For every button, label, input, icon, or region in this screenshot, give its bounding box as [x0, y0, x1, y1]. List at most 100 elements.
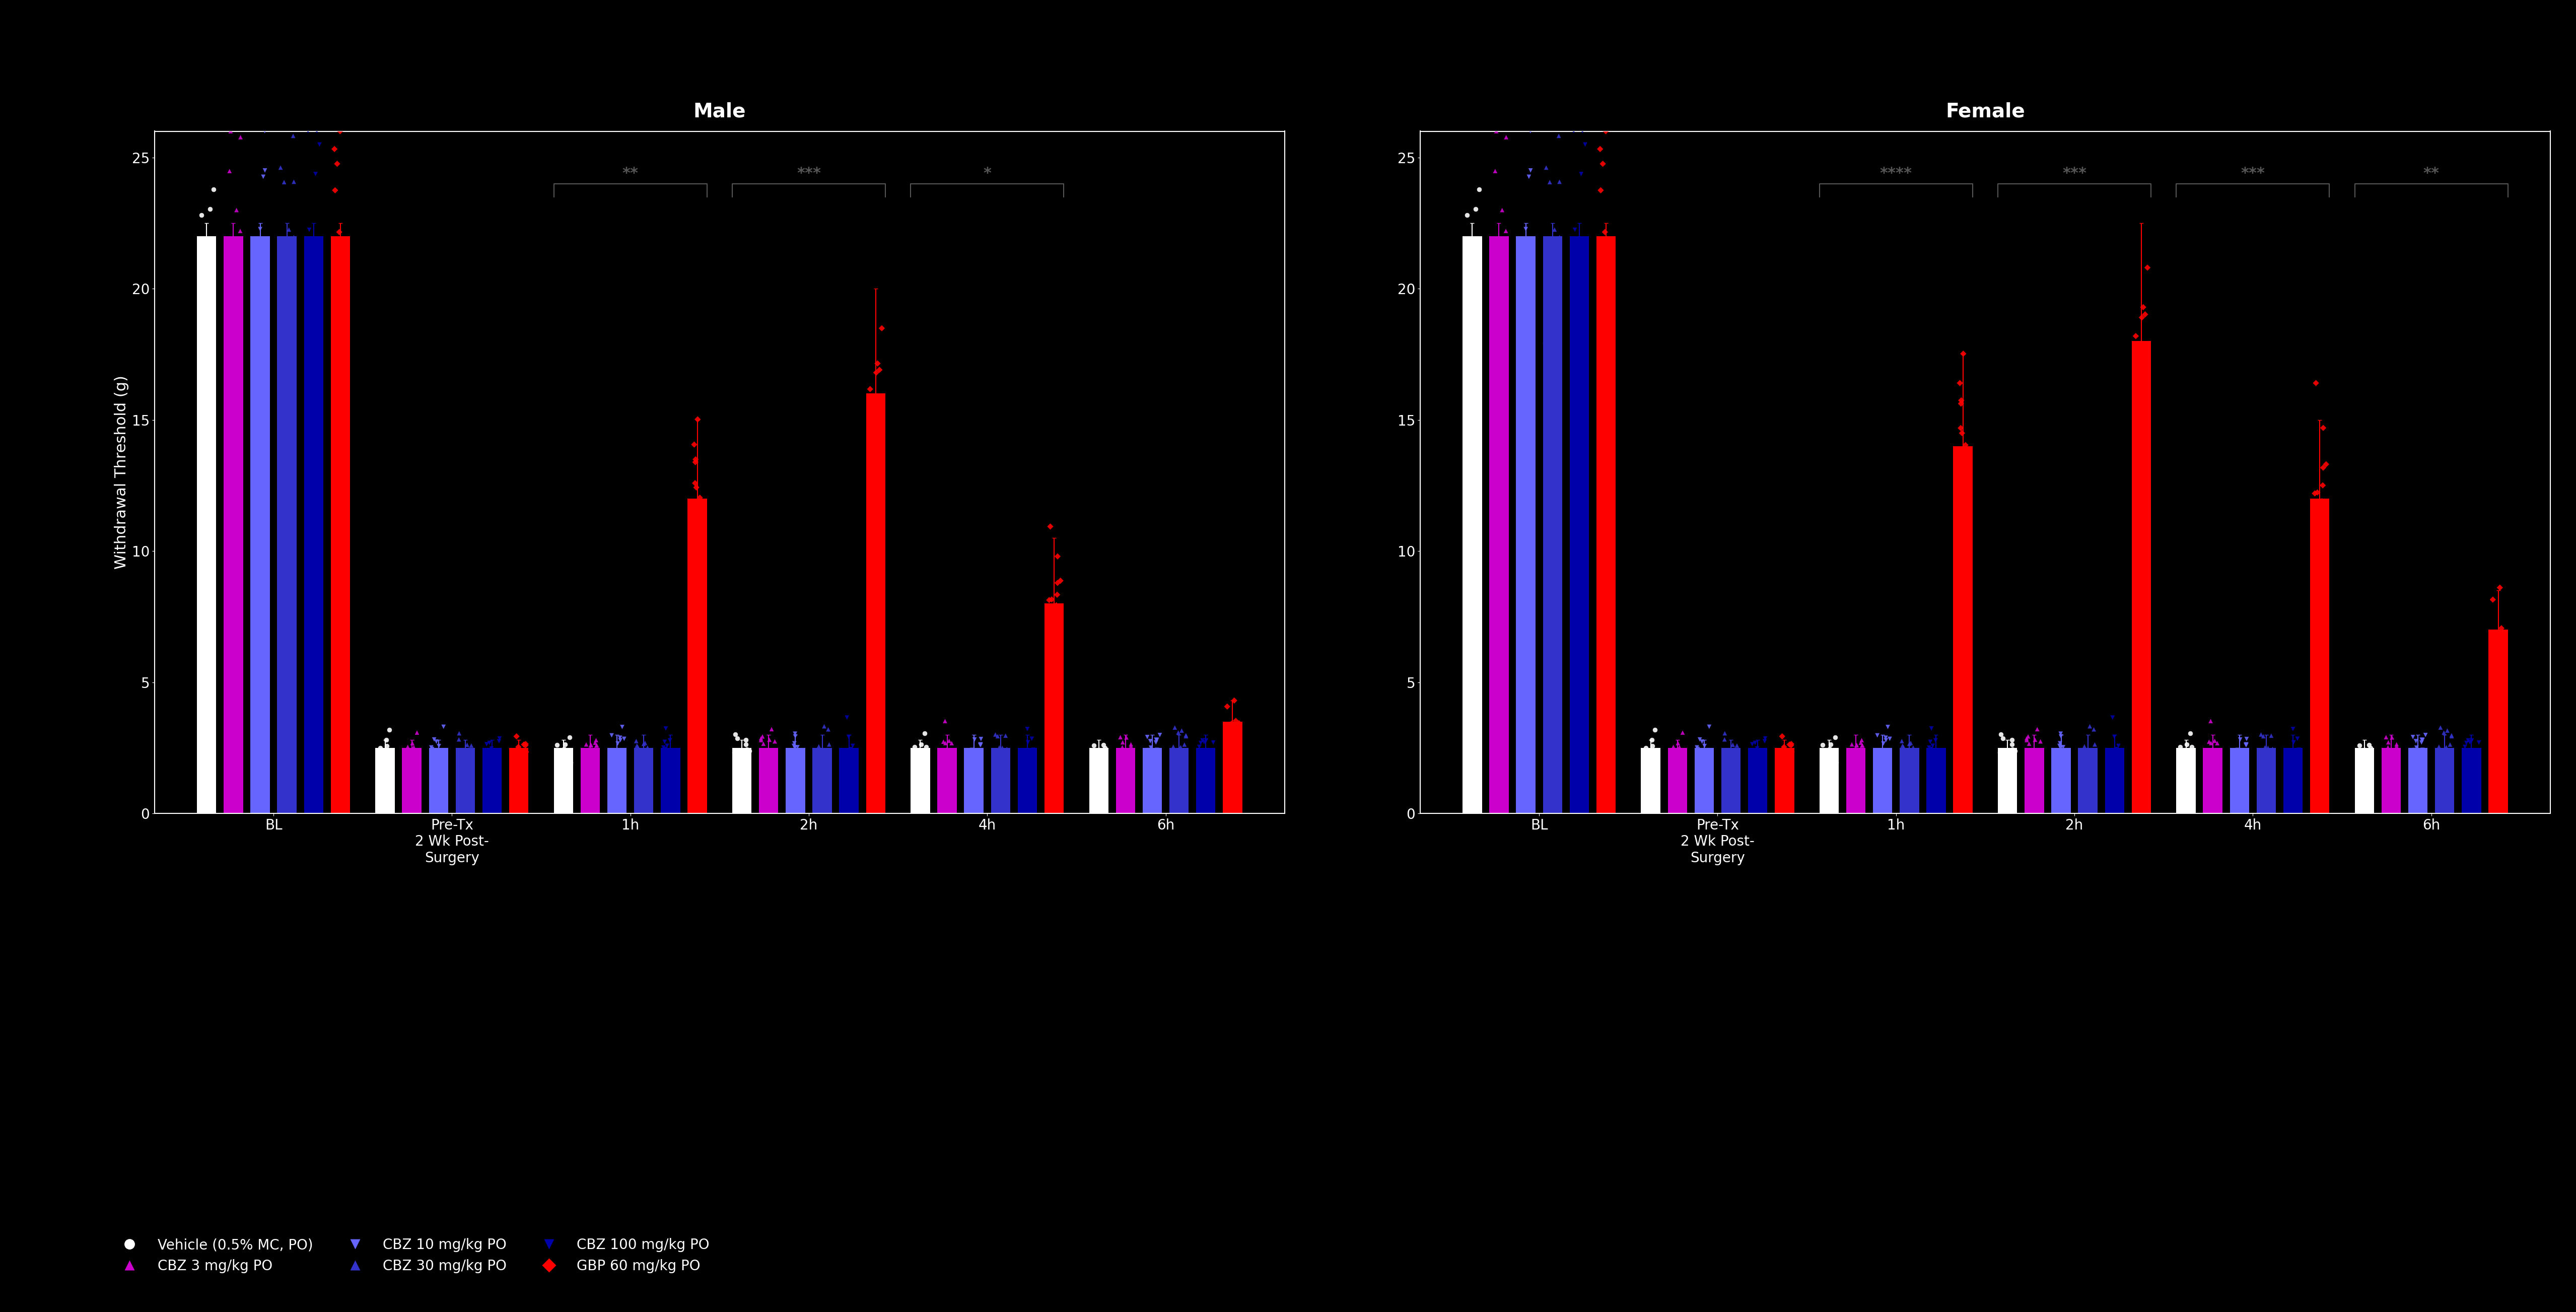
Point	[773, 736, 814, 757]
Point	[1911, 743, 1953, 764]
Bar	[1144, 748, 1162, 813]
Point	[410, 744, 451, 765]
Point	[211, 228, 252, 249]
Point	[2169, 740, 2210, 761]
Point	[2040, 737, 2081, 758]
Point	[2295, 373, 2336, 394]
Point	[574, 732, 616, 753]
Point	[245, 121, 286, 142]
Bar	[1489, 236, 1510, 813]
Point	[1625, 737, 1667, 758]
Point	[953, 729, 994, 750]
Point	[1007, 744, 1048, 765]
Point	[505, 735, 546, 756]
Point	[1893, 737, 1935, 758]
Point	[2393, 727, 2434, 748]
Point	[1486, 220, 1528, 241]
Point	[850, 400, 891, 421]
Point	[2241, 724, 2282, 745]
Point	[801, 745, 842, 766]
Point	[1131, 737, 1172, 758]
Point	[1628, 744, 1669, 765]
Point	[1213, 735, 1255, 756]
Point	[1110, 736, 1151, 757]
Point	[299, 134, 340, 155]
Point	[263, 172, 304, 193]
Point	[2074, 719, 2115, 740]
Point	[1705, 723, 1747, 744]
Point	[1216, 710, 1257, 731]
Point	[191, 266, 232, 287]
Point	[775, 723, 817, 744]
Point	[1182, 732, 1224, 753]
Point	[2226, 728, 2267, 749]
Point	[1744, 728, 1785, 749]
Point	[984, 726, 1025, 747]
Point	[2246, 737, 2287, 758]
Point	[2275, 744, 2316, 765]
Point	[1865, 727, 1906, 748]
Point	[2040, 726, 2081, 747]
Point	[1558, 378, 1600, 399]
Point	[775, 726, 817, 747]
Point	[2478, 666, 2519, 687]
Point	[1744, 750, 1785, 771]
Point	[577, 735, 618, 756]
Point	[1113, 750, 1154, 771]
Point	[729, 740, 770, 761]
Point	[2014, 747, 2056, 768]
Point	[2272, 719, 2313, 740]
Point	[1103, 749, 1144, 770]
Point	[644, 737, 685, 758]
Point	[1002, 748, 1043, 769]
Point	[2092, 747, 2133, 768]
Point	[2221, 744, 2262, 765]
Point	[927, 731, 969, 752]
Point	[752, 719, 793, 740]
Point	[317, 282, 358, 303]
Bar	[1195, 748, 1216, 813]
Point	[1708, 752, 1749, 773]
Bar	[1695, 748, 1713, 813]
Point	[1553, 121, 1595, 142]
Point	[1857, 743, 1899, 764]
Bar	[1543, 236, 1561, 813]
Point	[2375, 736, 2416, 757]
Point	[2344, 740, 2385, 761]
Point	[291, 378, 332, 399]
Point	[505, 741, 546, 762]
Point	[2164, 743, 2205, 764]
Point	[2452, 729, 2494, 750]
Point	[1677, 737, 1718, 758]
Point	[1538, 172, 1579, 193]
Point	[933, 748, 974, 769]
Point	[1030, 589, 1072, 610]
Point	[574, 729, 616, 750]
Point	[2349, 737, 2391, 758]
Point	[386, 736, 428, 757]
Point	[899, 745, 940, 766]
Point	[183, 266, 224, 287]
Point	[979, 737, 1020, 758]
Point	[1582, 258, 1623, 279]
Bar	[2050, 748, 2071, 813]
Point	[1213, 690, 1255, 711]
Point	[1994, 740, 2035, 761]
Point	[1136, 740, 1177, 761]
Point	[2251, 753, 2293, 774]
Point	[1690, 716, 1731, 737]
Point	[1842, 735, 1883, 756]
Point	[1814, 727, 1855, 748]
Point	[1587, 276, 1628, 297]
Point	[1512, 293, 1553, 314]
Point	[1860, 752, 1901, 773]
Point	[1842, 729, 1883, 750]
Point	[1682, 731, 1723, 752]
Point	[1512, 247, 1553, 268]
Point	[804, 745, 845, 766]
Point	[2218, 744, 2259, 765]
Point	[2200, 748, 2241, 769]
Point	[180, 205, 222, 226]
Point	[2295, 483, 2336, 504]
Bar	[402, 748, 422, 813]
